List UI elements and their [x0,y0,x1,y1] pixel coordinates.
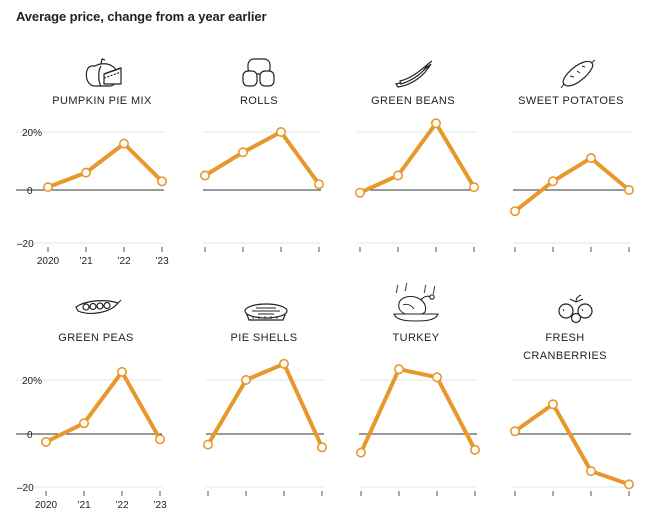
y-tick-label: –20 [17,483,34,494]
x-tick-label: ’21 [77,500,91,511]
data-point-2021 [81,167,92,178]
data-point-2021 [547,176,558,187]
series-line [513,402,631,487]
panel-title-rolls: ROLLS [239,95,279,107]
sweet-potato-icon [560,59,596,89]
data-point-2023 [469,444,480,455]
x-tick-label: ’21 [79,256,93,267]
data-point-2020 [40,436,51,447]
data-point-2023 [155,434,166,445]
rolls-icon [242,58,275,87]
panel-title-green-peas: GREEN PEAS [58,332,134,344]
panel-title-pie-shells: PIE SHELLS [230,332,298,344]
series-line [206,361,324,450]
chart-title: Average price, change from a year earlie… [16,9,267,24]
panel-3 [509,131,634,252]
data-point-2020 [200,170,211,181]
data-point-2021 [393,364,404,375]
data-point-2021 [238,147,249,158]
data-point-2022 [585,153,596,164]
y-tick-label: –20 [17,239,34,250]
panel-7 [509,379,634,496]
x-tick-label: ’23 [153,500,167,511]
series-line [44,369,162,444]
y-tick-label: 0 [27,430,33,441]
data-point-2021 [79,418,90,429]
panel-title-fresh-cranberries: FRESH CRANBERRIES [523,332,607,362]
data-point-2020 [509,206,520,217]
data-point-2022 [275,127,286,138]
x-tick-label: 2020 [35,500,58,511]
data-point-2020 [354,187,365,198]
data-point-2023 [623,185,634,196]
data-point-2022 [585,466,596,477]
panel-6 [355,364,480,496]
data-point-2022 [431,372,442,383]
cranberries-icon [558,294,593,324]
series-line [513,156,631,214]
data-point-2022 [119,138,130,149]
green-beans-icon [394,60,433,88]
x-tick-label: ’22 [115,500,129,511]
panel-title-turkey: TURKEY [392,332,440,344]
data-point-2023 [316,442,327,453]
data-point-2023 [157,176,168,187]
panel-5 [203,358,327,496]
y-tick-label: 20% [22,376,42,387]
data-point-2023 [623,479,634,490]
data-point-2020 [203,439,214,450]
data-point-2022 [117,366,128,377]
panel-title-sweet-potatoes: SWEET POTATOES [518,95,624,107]
series-line [358,121,476,195]
x-tick-label: ’23 [155,256,169,267]
panel-title-pumpkin-pie-mix: PUMPKIN PIE MIX [52,95,152,107]
data-point-2022 [430,118,441,129]
green-peas-icon [75,299,122,314]
panel-1 [200,127,324,252]
series-line [46,141,164,190]
turkey-icon [393,282,439,322]
data-point-2021 [241,374,252,385]
x-tick-label: ’22 [117,256,131,267]
data-point-2023 [313,179,324,190]
data-point-2021 [547,399,558,410]
panel-2 [354,118,479,252]
series-line [203,130,321,187]
data-point-2023 [468,182,479,193]
panel-title-green-beans: GREEN BEANS [371,95,455,107]
data-point-2020 [355,447,366,458]
pumpkin-pie-icon [85,58,122,87]
data-point-2020 [509,426,520,437]
series-line [359,367,477,455]
pie-shell-icon [244,303,288,321]
x-tick-label: 2020 [37,256,60,267]
data-point-2022 [278,358,289,369]
data-point-2021 [392,170,403,181]
y-tick-label: 20% [22,128,42,139]
y-tick-label: 0 [27,186,33,197]
data-point-2020 [42,182,53,193]
